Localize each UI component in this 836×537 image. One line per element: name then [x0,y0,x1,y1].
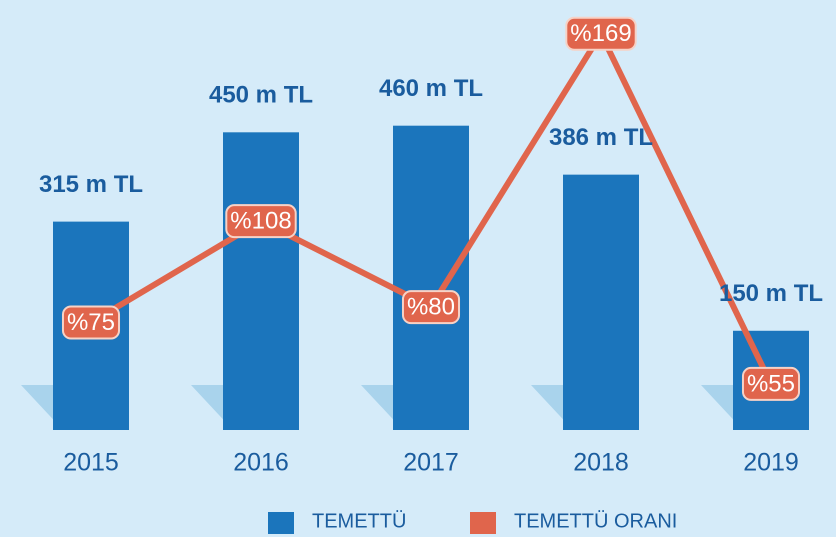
bar-value-label: 460 m TL [379,75,483,102]
label-box [61,305,121,340]
line-value-label: %55 [741,366,801,401]
label-box [741,366,801,401]
x-tick-label: 2017 [403,449,459,477]
bar [223,132,299,431]
x-tick-label: 2016 [233,449,289,477]
bar-shadow [701,385,743,430]
bar-shadow [531,385,573,430]
x-tick-label: 2015 [63,449,119,477]
line-value-text: %108 [230,207,291,234]
line-value-label: %80 [401,290,461,325]
label-box [225,204,297,239]
line-value-text: %80 [407,293,455,320]
x-tick-label: 2019 [743,449,799,477]
legend-label: TEMETTÜ [312,510,406,532]
bar [563,174,639,430]
label-box [401,290,461,325]
bar-value-label: 315 m TL [39,171,143,198]
bar-value-label: 386 m TL [549,124,653,151]
line-value-label: %108 [225,204,297,239]
line-value-label: %169 [565,16,637,51]
bar-shadow [191,385,233,430]
label-box [565,16,637,51]
line-value-text: %55 [747,370,795,397]
legend-swatch [470,512,496,534]
bar-value-label: 450 m TL [209,82,313,109]
bar [393,125,469,430]
line-value-text: %75 [67,309,115,336]
bar-value-label: 150 m TL [719,280,823,307]
line-value-text: %169 [570,20,631,47]
bar-shadow [21,385,63,430]
line-value-label: %75 [61,305,121,340]
x-tick-label: 2018 [573,449,629,477]
legend-label: TEMETTÜ ORANI [514,510,677,532]
legend-swatch [268,512,294,534]
bar-shadow [361,385,403,430]
